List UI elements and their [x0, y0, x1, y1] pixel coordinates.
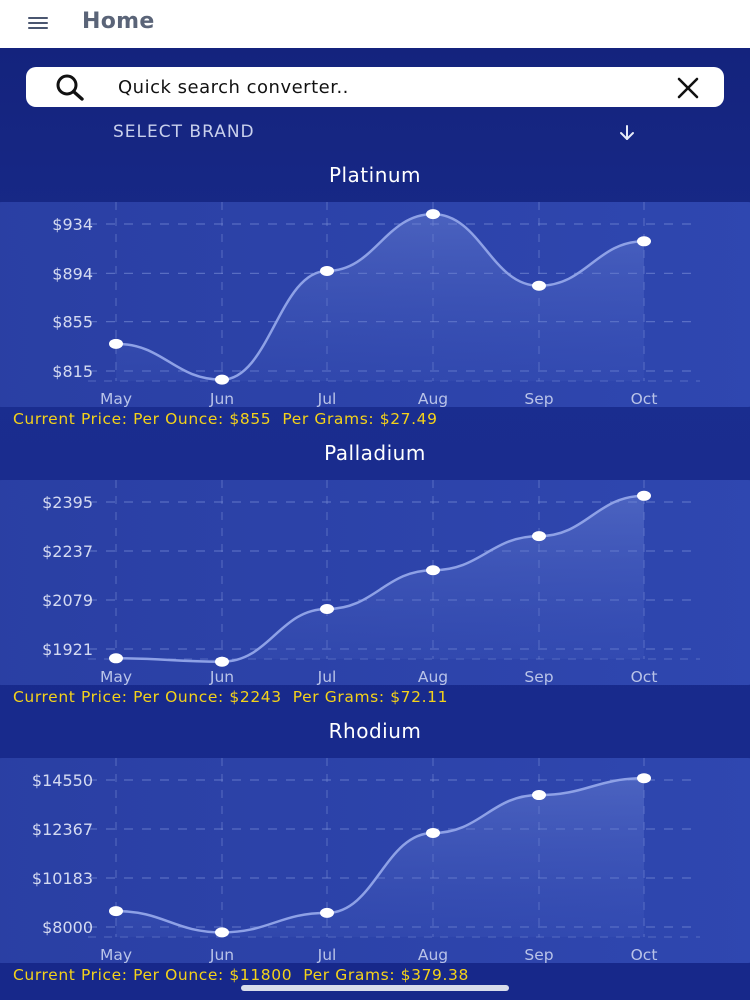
data-point[interactable] [215, 927, 229, 938]
top-app-bar: Home [0, 0, 750, 48]
x-tick-label: Jun [209, 946, 234, 964]
search-icon [56, 74, 84, 101]
data-point[interactable] [109, 653, 123, 664]
data-point[interactable] [320, 265, 334, 276]
x-tick-label: Sep [524, 390, 553, 408]
series-area [116, 778, 644, 937]
y-tick-label: $1921 [42, 640, 93, 659]
x-tick-label: Jun [209, 668, 234, 686]
x-tick-label: Jul [317, 390, 337, 408]
per-grams-prefix: Per Grams: [282, 410, 380, 428]
y-tick-label: $2395 [42, 493, 93, 512]
palladium-price-chart: $2395 $2237 $2079 $1921 May Jun Jul Aug Sep Oct [0, 480, 750, 686]
y-tick-label: $2237 [42, 542, 93, 561]
x-tick-label: Aug [418, 390, 448, 408]
data-point[interactable] [320, 907, 334, 918]
per-grams-value: $27.49 [379, 410, 438, 428]
y-tick-label: $934 [52, 215, 93, 234]
platinum-current-price: Current Price: Per Ounce: $855 Per Grams… [13, 410, 438, 428]
price-prefix: Current Price: Per Ounce: [13, 966, 230, 984]
y-tick-label: $894 [52, 264, 93, 283]
y-tick-label: $14550 [32, 771, 93, 790]
x-tick-label: Sep [524, 946, 553, 964]
arrow-down-icon[interactable] [616, 122, 638, 144]
x-tick-label: Aug [418, 946, 448, 964]
y-tick-label: $12367 [32, 820, 93, 839]
hamburger-menu-icon[interactable] [28, 17, 48, 31]
x-tick-label: Jun [209, 390, 234, 408]
palladium-current-price: Current Price: Per Ounce: $2243 Per Gram… [13, 688, 448, 706]
search-bar [26, 67, 724, 107]
platinum-price-chart: $934 $894 $855 $815 May Jun Jul Aug Sep Oct [0, 202, 750, 408]
per-ounce-value: $855 [229, 410, 272, 428]
clear-search-icon[interactable] [676, 76, 700, 100]
search-input[interactable] [118, 67, 638, 107]
rhodium-current-price: Current Price: Per Ounce: $11800 Per Gra… [13, 966, 469, 984]
x-tick-label: Jul [317, 946, 337, 964]
data-point[interactable] [532, 790, 546, 801]
x-tick-label: Oct [631, 668, 658, 686]
data-point[interactable] [637, 773, 651, 784]
x-tick-label: Sep [524, 668, 553, 686]
data-point[interactable] [532, 280, 546, 291]
page-title: Home [82, 9, 155, 34]
x-tick-label: Jul [317, 668, 337, 686]
y-tick-label: $855 [52, 313, 93, 332]
chart-title-palladium: Palladium [324, 441, 426, 465]
x-tick-label: May [100, 390, 132, 408]
x-tick-label: May [100, 946, 132, 964]
y-tick-label: $8000 [42, 918, 93, 937]
y-tick-label: $10183 [32, 869, 93, 888]
rhodium-price-chart: $14550 $12367 $10183 $8000 May Jun Jul Aug Sep Oc… [0, 758, 750, 964]
data-point[interactable] [109, 906, 123, 917]
series-area [116, 214, 644, 381]
per-grams-prefix: Per Grams: [303, 966, 401, 984]
data-point[interactable] [532, 531, 546, 542]
chart-title-platinum: Platinum [328, 163, 422, 187]
data-point[interactable] [426, 209, 440, 220]
per-grams-value: $72.11 [390, 688, 449, 706]
select-brand-dropdown[interactable]: SELECT BRAND [113, 122, 255, 142]
series-area [116, 495, 644, 662]
data-point[interactable] [637, 236, 651, 247]
y-tick-label: $2079 [42, 591, 93, 610]
data-point[interactable] [426, 827, 440, 838]
data-point[interactable] [637, 490, 651, 501]
per-ounce-value: $2243 [229, 688, 282, 706]
per-grams-value: $379.38 [400, 966, 469, 984]
y-tick-label: $815 [52, 362, 93, 381]
data-point[interactable] [215, 656, 229, 667]
home-indicator[interactable] [241, 985, 509, 991]
price-prefix: Current Price: Per Ounce: [13, 688, 230, 706]
price-prefix: Current Price: Per Ounce: [13, 410, 230, 428]
x-tick-label: Oct [631, 390, 658, 408]
x-tick-label: Aug [418, 668, 448, 686]
data-point[interactable] [320, 603, 334, 614]
chart-title-rhodium: Rhodium [328, 719, 422, 743]
x-tick-label: Oct [631, 946, 658, 964]
per-grams-prefix: Per Grams: [292, 688, 391, 706]
data-point[interactable] [426, 565, 440, 576]
per-ounce-value: $11800 [229, 966, 293, 984]
x-tick-label: May [100, 668, 132, 686]
data-point[interactable] [109, 338, 123, 349]
data-point[interactable] [215, 374, 229, 385]
